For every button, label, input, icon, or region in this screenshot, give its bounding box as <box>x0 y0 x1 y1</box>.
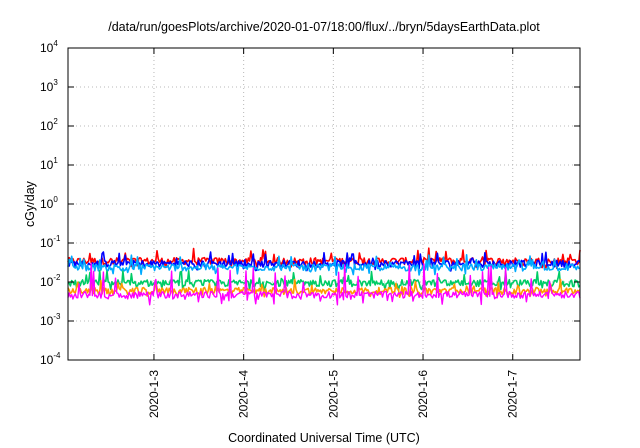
y-tick-label: 10-2 <box>40 273 61 289</box>
series-line <box>67 254 581 276</box>
y-tick-label: 10-1 <box>40 234 61 250</box>
y-tick-label: 10-3 <box>40 312 61 328</box>
y-tick-label: 100 <box>40 195 58 211</box>
x-axis-label: Coordinated Universal Time (UTC) <box>228 431 420 445</box>
series-line <box>67 262 581 306</box>
y-tick-label: 103 <box>40 78 58 94</box>
x-tick-label: 2020-1-3 <box>147 370 161 418</box>
grid-lines <box>68 48 580 360</box>
y-tick-label: 101 <box>40 156 58 172</box>
x-tick-label: 2020-1-7 <box>506 370 520 418</box>
y-axis: 10-4 10-3 10-2 10-1 100 101 102 103 104 <box>40 39 580 367</box>
y-tick-label: 104 <box>40 39 58 55</box>
x-tick-label: 2020-1-5 <box>326 370 340 418</box>
chart-title: /data/run/goesPlots/archive/2020-01-07/1… <box>108 20 540 34</box>
series-layer <box>67 247 581 306</box>
x-axis: 2020-1-3 2020-1-4 2020-1-5 2020-1-6 2020-1-7 <box>147 48 520 418</box>
y-axis-label: cGy/day <box>23 180 37 227</box>
series-line <box>67 269 581 292</box>
y-tick-label: 10-4 <box>40 351 61 367</box>
y-tick-label: 102 <box>40 117 58 133</box>
x-tick-label: 2020-1-4 <box>237 370 251 418</box>
x-tick-label: 2020-1-6 <box>416 370 430 418</box>
